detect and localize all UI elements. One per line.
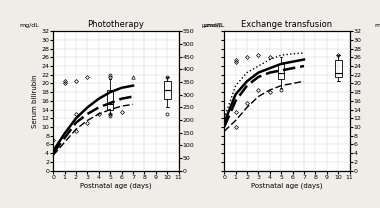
Bar xyxy=(108,90,113,110)
Text: mg/dL: mg/dL xyxy=(375,24,380,28)
Text: μmol/L: μmol/L xyxy=(202,24,223,28)
Bar xyxy=(335,59,342,77)
Y-axis label: Serum bilirubin: Serum bilirubin xyxy=(32,74,38,128)
Bar xyxy=(278,64,284,79)
Text: μmol/L: μmol/L xyxy=(204,24,225,28)
X-axis label: Postnatal age (days): Postnatal age (days) xyxy=(80,182,152,189)
X-axis label: Postnatal age (days): Postnatal age (days) xyxy=(251,182,323,189)
Text: mg/dL: mg/dL xyxy=(19,24,39,28)
Title: Exchange transfusion: Exchange transfusion xyxy=(241,20,332,29)
Bar xyxy=(164,81,171,99)
Title: Phototherapy: Phototherapy xyxy=(87,20,144,29)
